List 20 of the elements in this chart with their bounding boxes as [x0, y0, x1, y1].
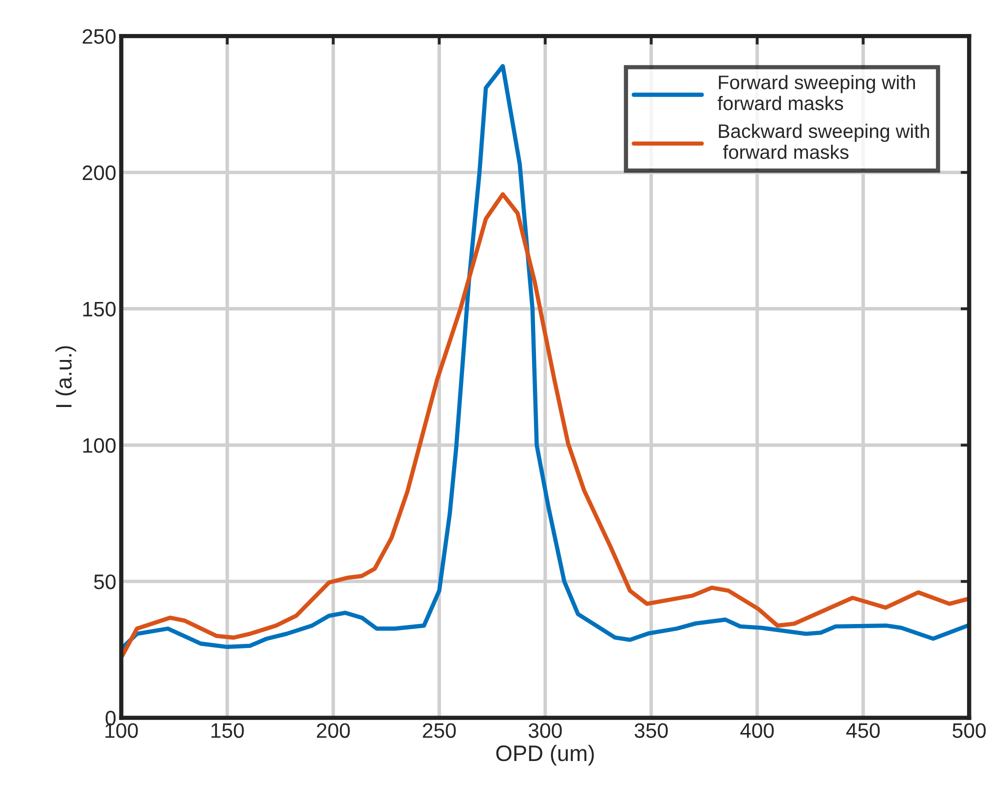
- y-tick-label: 150: [83, 302, 116, 317]
- x-axis-title: OPD (um): [496, 744, 594, 766]
- legend-label: Forward sweeping with forward masks: [718, 74, 915, 110]
- y-tick-label: 100: [83, 438, 116, 453]
- legend-label: Backward sweeping with forward masks: [718, 124, 930, 159]
- x-tick-label: 300: [528, 723, 562, 738]
- x-tick-label: 200: [316, 723, 350, 738]
- x-tick-label: 150: [211, 723, 244, 738]
- x-tick-label: 400: [740, 723, 774, 738]
- x-tick-label: 450: [846, 723, 880, 738]
- line-series: [121, 64, 970, 650]
- line-series: [121, 192, 970, 658]
- y-axis-title: I (a.u.): [55, 346, 76, 407]
- x-tick-label: 250: [422, 723, 456, 738]
- y-tick-label: 250: [82, 29, 116, 44]
- x-tick-label: 500: [952, 723, 986, 738]
- y-tick-label: 200: [82, 165, 116, 180]
- x-tick-label: 100: [105, 723, 138, 738]
- y-tick-label: 50: [94, 574, 116, 590]
- x-tick-label: 350: [634, 723, 668, 738]
